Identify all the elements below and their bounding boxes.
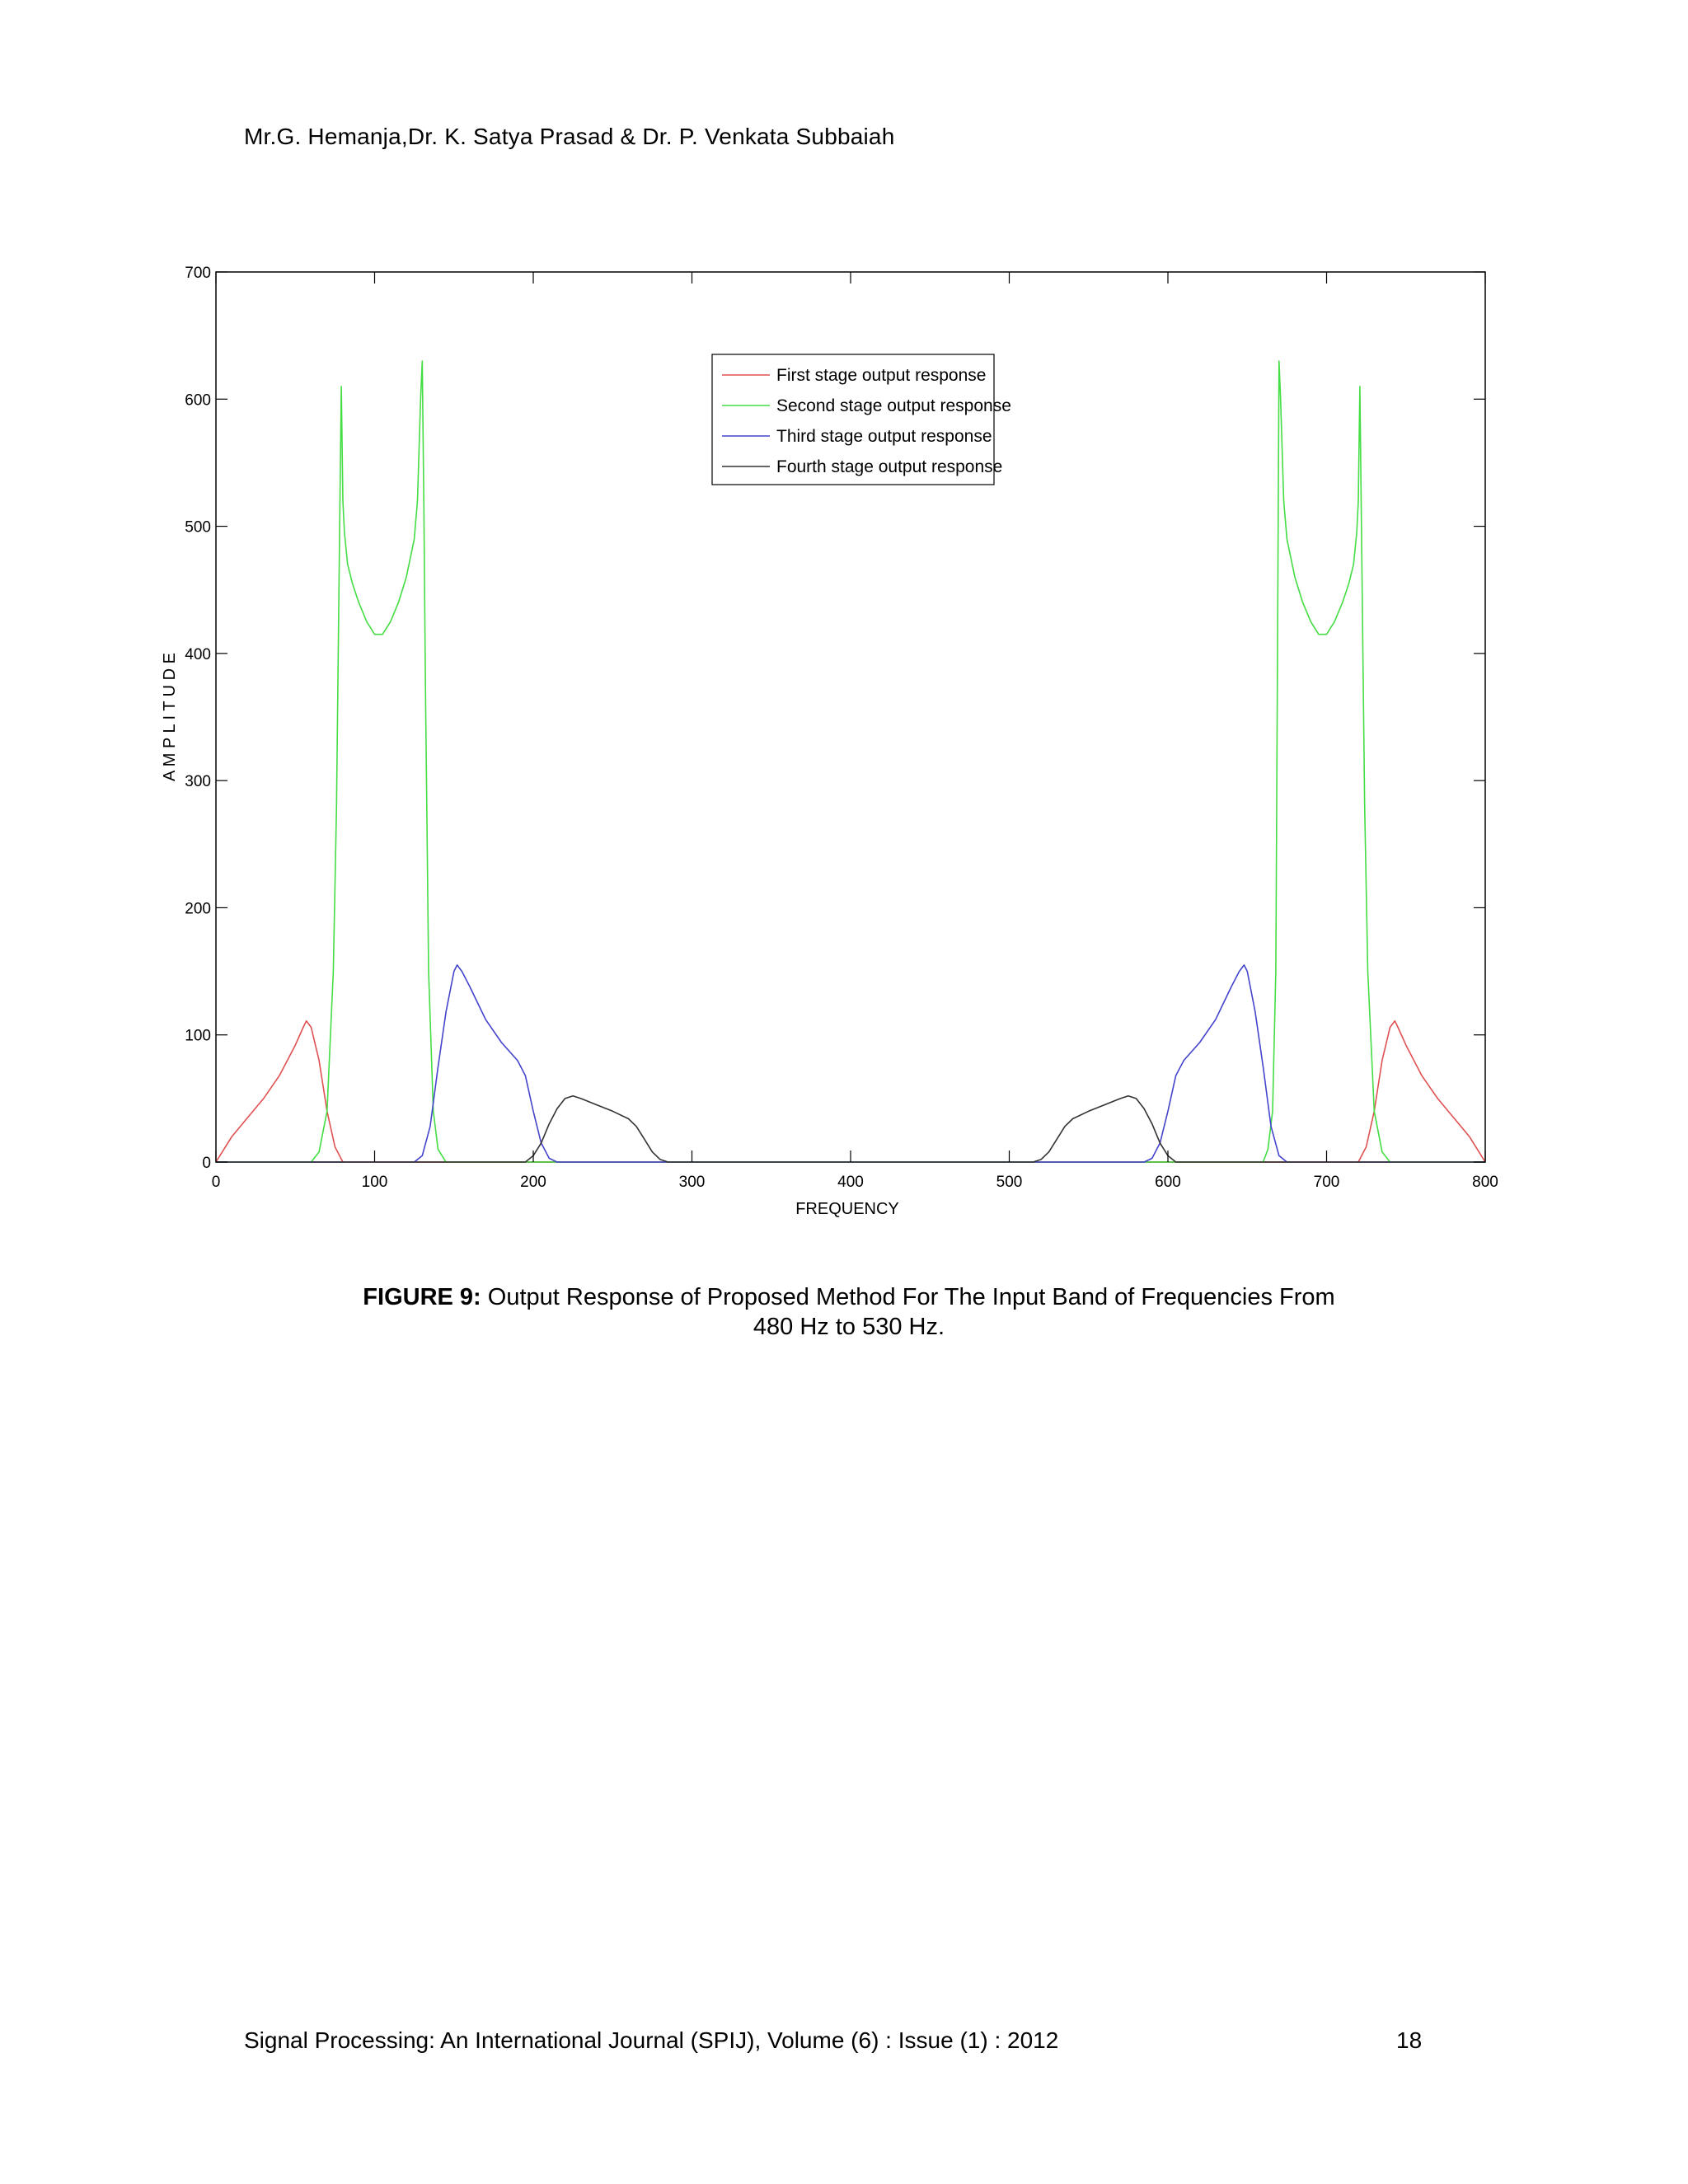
x-tick-label: 300 — [679, 1174, 706, 1191]
caption-text: Output Response of Proposed Method For T… — [481, 1284, 1335, 1310]
y-tick-label: 100 — [185, 1028, 211, 1045]
y-tick-label: 600 — [185, 391, 211, 409]
legend-label-1: First stage output response — [776, 366, 986, 385]
y-tick-label: 200 — [185, 900, 211, 917]
footer-journal: Signal Processing: An International Jour… — [244, 2027, 1059, 2053]
tick-layer: 0 100 200 300 400 500 600 700 800 0 100 200 300 400 50… — [185, 265, 1498, 1191]
x-tick-label: 800 — [1472, 1174, 1498, 1191]
y-tick-label: 700 — [185, 265, 211, 282]
figure-9-chart: 0 100 200 300 400 500 600 700 800 0 100 200 300 400 50… — [161, 265, 1498, 1218]
x-tick-label: 200 — [520, 1174, 546, 1191]
legend-label-4: Fourth stage output response — [776, 457, 1002, 476]
y-axis-title: A M P L I T U D E — [161, 653, 179, 781]
caption-label: FIGURE 9: — [363, 1284, 481, 1310]
y-tick-label: 400 — [185, 646, 211, 663]
legend: First stage output response Second stage … — [711, 354, 1011, 485]
x-tick-label: 100 — [362, 1174, 388, 1191]
header-authors: Mr.G. Hemanja,Dr. K. Satya Prasad & Dr. … — [244, 124, 895, 149]
legend-box — [711, 354, 995, 485]
x-tick-label: 600 — [1155, 1174, 1181, 1191]
x-tick-label: 400 — [837, 1174, 864, 1191]
legend-label-3: Third stage output response — [776, 427, 992, 446]
x-tick-label: 0 — [212, 1174, 221, 1191]
caption-text-line2: 480 Hz to 530 Hz. — [753, 1314, 945, 1340]
y-tick-label: 0 — [202, 1155, 211, 1172]
x-axis-title: FREQUENCY — [795, 1200, 899, 1218]
figure-caption: FIGURE 9: Output Response of Proposed Me… — [247, 1282, 1451, 1342]
legend-label-2: Second stage output response — [776, 396, 1011, 415]
y-tick-label: 300 — [185, 773, 211, 790]
x-tick-label: 700 — [1314, 1174, 1340, 1191]
page-number: 18 — [1396, 2027, 1423, 2053]
x-tick-label: 500 — [996, 1174, 1023, 1191]
y-tick-label: 500 — [185, 519, 211, 537]
